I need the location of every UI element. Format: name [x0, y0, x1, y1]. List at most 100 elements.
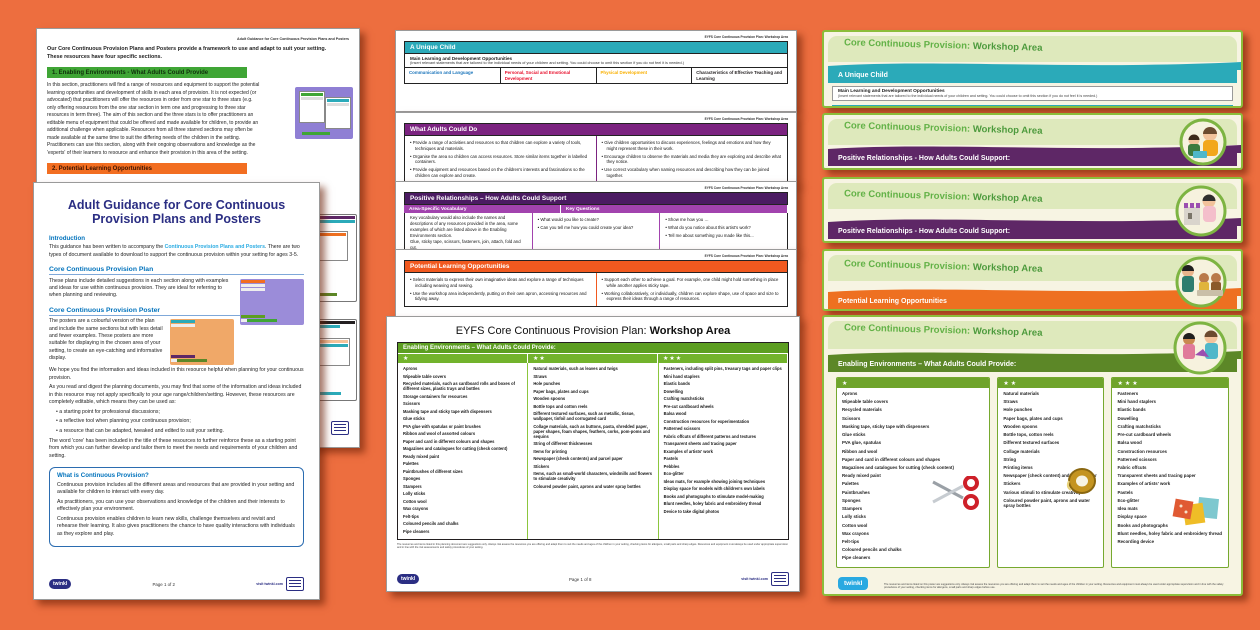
- resource-item: Fabric offcuts of different patterns and…: [663, 433, 757, 439]
- vocabulary-text: Key vocabulary would also include the na…: [410, 215, 518, 239]
- bullet-item: Give children opportunities to discuss e…: [604, 140, 783, 152]
- resource-item: Magazines and catalogues for cutting (ch…: [403, 446, 508, 452]
- adult-child-crafting-illustration: [1179, 118, 1227, 166]
- strip-header: EYFS Core Continuous Provision Plan: Wor…: [704, 117, 788, 121]
- three-star-header: ★★★: [658, 354, 788, 363]
- resource-item: Straws: [1003, 399, 1018, 405]
- resource-item: Ready mixed paint: [403, 453, 440, 459]
- poster-heading-area: Workshop Area: [972, 261, 1043, 275]
- resource-item: Display space for models with children's…: [663, 486, 765, 491]
- resource-item: Felt-tips: [403, 513, 419, 519]
- three-star-list: Fasteners Mini hand staplers Elastic bands…: [1112, 388, 1228, 550]
- resource-item: Pipe cleaners: [403, 528, 430, 534]
- strip-header: EYFS Core Continuous Provision Plan: Wor…: [704, 186, 788, 190]
- visit-twinkl-link[interactable]: visit twinkl.com: [256, 582, 283, 586]
- page-number: Page 1 of 8: [568, 576, 592, 582]
- key-questions-header: Key Questions: [560, 205, 788, 213]
- page-header: Adult Guidance for Core Continuous Provi…: [236, 37, 349, 41]
- key-question: Tell me about something you made like th…: [668, 233, 782, 239]
- plan-footer: twinkl Page 1 of 8 visit twinkl.com: [397, 572, 789, 586]
- bullet-item: Encourage children to observe the materi…: [604, 154, 783, 166]
- one-star-list: Aprons Wipeable table covers Recycled mate…: [837, 388, 989, 567]
- resource-item: Construction resources for experimentati…: [663, 418, 750, 424]
- adults-do-left-column: Provide a range of activities and resour…: [405, 136, 597, 183]
- poster-heading-area: Workshop Area: [972, 191, 1043, 205]
- resource-item: Items for printing: [533, 448, 567, 454]
- resource-item: Ready mixed paint: [842, 473, 881, 479]
- visit-twinkl-link[interactable]: visit twinkl.com: [741, 577, 768, 581]
- resource-item: Elastic bands: [1117, 407, 1146, 413]
- resource-item: Fabric offcuts: [1117, 464, 1147, 470]
- guidance-page-1: Adult Guidance for Core Continuous Provi…: [33, 182, 320, 600]
- unique-child-banner: A Unique Child: [404, 41, 788, 54]
- introduction-heading: Introduction: [49, 234, 86, 242]
- plans-posters-link[interactable]: Continuous Provision Plans and Posters: [164, 244, 265, 251]
- strip-header: EYFS Core Continuous Provision Plan: Wor…: [704, 35, 788, 39]
- area-characteristics: Characteristics of Effective Teaching an…: [696, 70, 783, 81]
- resource-item: Examples of artists' work: [1117, 481, 1171, 487]
- resource-item: Cotton wool: [403, 498, 427, 504]
- opportunities-left-column: Select materials to express their own im…: [405, 273, 597, 307]
- poster-header-band: [828, 36, 1237, 62]
- resource-item: Paper and card in different colours and …: [842, 456, 941, 462]
- page-title: Adult Guidance for Core Continuous Provi…: [67, 198, 286, 227]
- twinkl-stamp-icon: [286, 577, 304, 591]
- resource-item: Construction resources: [1117, 448, 1167, 454]
- enabling-environments-table: Enabling Environments – What Adults Coul…: [397, 342, 789, 541]
- poster-heading-area: Workshop Area: [972, 123, 1043, 137]
- bullet-item: a resource that can be adapted, tweaked …: [56, 428, 304, 436]
- positive-relationships-banner: Positive Relationships - How Adults Coul…: [828, 225, 1237, 239]
- resource-item: Pastels: [663, 456, 678, 461]
- resource-item: Blunt needles, holey fabric and embroide…: [663, 501, 762, 506]
- poster-unique-child: Core Continuous Provision: Workshop Area…: [822, 30, 1243, 108]
- resource-item: Wax crayons: [842, 530, 869, 536]
- resource-item: Ribbon and wool: [842, 448, 878, 454]
- resource-item: Glue sticks: [403, 416, 425, 422]
- resource-item: Balsa wood: [1117, 440, 1142, 446]
- resource-item: Natural materials: [1003, 391, 1039, 396]
- scissors-icon: [932, 476, 980, 510]
- three-star-list: Fasteners, including split pins, treasur…: [659, 363, 788, 539]
- resource-item: Pre-cut cardboard wheels: [663, 403, 714, 409]
- bullet-item: a reflective tool when planning your con…: [56, 418, 304, 426]
- resource-item: Masking tape, sticky tape with dispenser…: [842, 423, 930, 429]
- bullet-item: Select materials to express their own im…: [413, 277, 591, 289]
- poster-section-body: The posters are a colourful version of t…: [49, 318, 163, 361]
- poster-section-heading: Core Continuous Provision Poster: [49, 307, 304, 316]
- key-question: What would you like to create?: [540, 217, 655, 223]
- two-star-list: Natural materials Straws Hole punches Paper…: [998, 388, 1103, 515]
- resource-item: Transparent sheets and tracing paper: [1117, 473, 1196, 479]
- vocabulary-text-2: Glue, sticky tape, scissors, fasteners, …: [410, 239, 521, 251]
- resource-item: Coloured pencils and chalks: [403, 521, 459, 527]
- poster-header-band: [828, 119, 1237, 145]
- twinkl-stamp-icon: [771, 572, 789, 586]
- resource-item: Books and photographs to stimulate model…: [663, 493, 764, 499]
- section-2-banner: 2. Potential Learning Opportunities: [47, 163, 248, 175]
- plan-section-body: These plans include detailed suggestions…: [49, 277, 229, 299]
- banner-wave: [828, 351, 1241, 359]
- resource-item: Coloured powder paint, aprons and water …: [533, 483, 641, 489]
- fabric-swatches-icon: [1172, 497, 1220, 526]
- resource-item: Books and photographs: [1117, 522, 1168, 528]
- plan-section-heading: Core Continuous Provision Plan: [49, 266, 304, 275]
- resource-item: Sponges: [403, 476, 421, 482]
- key-question: Show me how you …: [668, 217, 782, 223]
- resource-item: Scissors: [403, 401, 421, 407]
- resource-item: Device to take digital photos: [663, 508, 720, 514]
- resource-item: Cotton wool: [842, 522, 868, 528]
- resource-item: Stickers: [533, 463, 550, 469]
- resource-item: Dowelling: [1117, 415, 1139, 421]
- resource-item: Examples of artists' work: [663, 448, 713, 454]
- one-star-header: ★: [837, 378, 990, 388]
- plan-strip-positive-relationships: EYFS Core Continuous Provision Plan: Wor…: [395, 181, 797, 251]
- resource-item: Eco-glitter: [663, 471, 684, 476]
- resource-item: Palettes: [842, 481, 859, 487]
- plan-strip-unique-child: EYFS Core Continuous Provision Plan: Wor…: [395, 30, 797, 112]
- resource-item: Ribbon and wool of assorted colours: [403, 431, 476, 437]
- three-star-header: ★★★: [1112, 378, 1229, 388]
- twinkl-logo: twinkl: [49, 579, 72, 589]
- infobox-paragraph-2: As practitioners, you can use your obser…: [57, 498, 285, 513]
- two-star-header: ★★: [998, 378, 1104, 388]
- resource-item: Aprons: [842, 391, 858, 396]
